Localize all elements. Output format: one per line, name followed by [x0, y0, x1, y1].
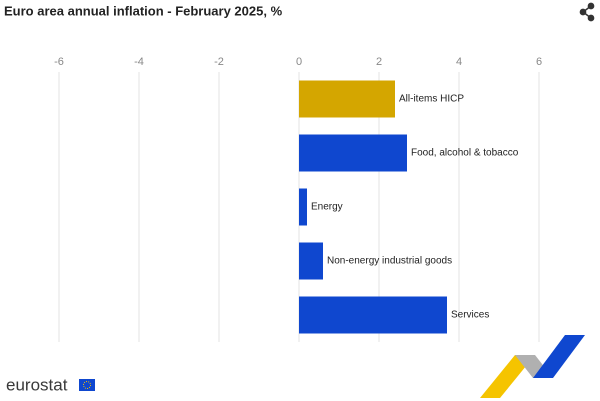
share-icon[interactable] — [579, 2, 595, 22]
category-label: All-items HICP — [399, 94, 464, 105]
category-label: Services — [451, 310, 489, 321]
eu-flag — [79, 379, 95, 391]
category-label: Non-energy industrial goods — [327, 256, 452, 267]
chart-title: Euro area annual inflation - February 20… — [4, 3, 283, 18]
bar — [299, 188, 307, 226]
x-tick-label: 0 — [296, 56, 302, 68]
x-tick-label: -6 — [54, 56, 64, 68]
bar — [299, 80, 395, 118]
bar — [299, 134, 407, 172]
x-tick-label: 6 — [536, 56, 542, 68]
logo-text: eurostat — [6, 375, 68, 394]
x-tick-label: 2 — [376, 56, 382, 68]
decor-stripes — [480, 335, 585, 398]
category-label: Energy — [311, 202, 343, 213]
bar — [299, 296, 447, 334]
x-tick-label: -4 — [134, 56, 144, 68]
x-tick-label: -2 — [214, 56, 224, 68]
bar — [299, 242, 323, 280]
x-tick-label: 4 — [456, 56, 462, 68]
category-label: Food, alcohol & tobacco — [411, 148, 519, 159]
